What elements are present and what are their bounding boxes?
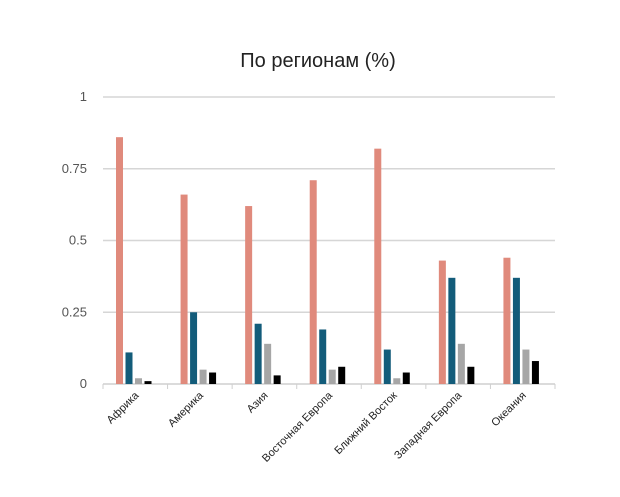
bar <box>319 329 327 384</box>
bar <box>467 366 475 384</box>
x-tick-label: Америка <box>166 389 207 430</box>
bar <box>457 343 465 384</box>
bar <box>438 260 446 384</box>
bar <box>338 366 346 384</box>
x-tick-label: Ближний Восток <box>332 390 399 457</box>
chart-title: По регионам (%) <box>240 50 395 72</box>
bar <box>144 381 152 384</box>
bars <box>116 137 539 384</box>
bar <box>374 148 382 384</box>
bar <box>328 369 336 384</box>
y-tick-label: 0 <box>80 376 87 391</box>
bar <box>199 369 207 384</box>
bar <box>264 343 272 384</box>
x-tick-label: Восточная Европа <box>260 389 336 465</box>
bar <box>448 277 456 384</box>
bar <box>393 378 401 384</box>
bar <box>522 349 530 384</box>
bar <box>125 352 133 384</box>
bar <box>190 312 198 384</box>
grid-lines <box>102 96 556 389</box>
bar <box>209 372 217 384</box>
y-axis-labels: 0 0.25 0.5 0.75 1 <box>62 89 87 391</box>
x-tick-label: Западная Европа <box>392 389 465 462</box>
x-tick-label: Океания <box>489 390 529 430</box>
bar <box>273 375 281 384</box>
bar <box>531 361 539 384</box>
bar <box>512 277 520 384</box>
bar <box>180 194 188 384</box>
y-tick-label: 0.75 <box>62 161 87 176</box>
bar <box>383 349 391 384</box>
bar <box>245 206 253 384</box>
x-tick-label: Африка <box>105 389 142 426</box>
y-tick-label: 1 <box>80 89 87 104</box>
x-tick-label: Азия <box>245 390 271 416</box>
bar <box>402 372 410 384</box>
y-tick-label: 0.25 <box>62 304 87 319</box>
bar <box>135 378 142 384</box>
bar <box>116 137 123 384</box>
bar <box>309 180 317 384</box>
bar <box>503 257 511 384</box>
bar <box>254 323 262 384</box>
y-tick-label: 0.5 <box>69 233 87 248</box>
